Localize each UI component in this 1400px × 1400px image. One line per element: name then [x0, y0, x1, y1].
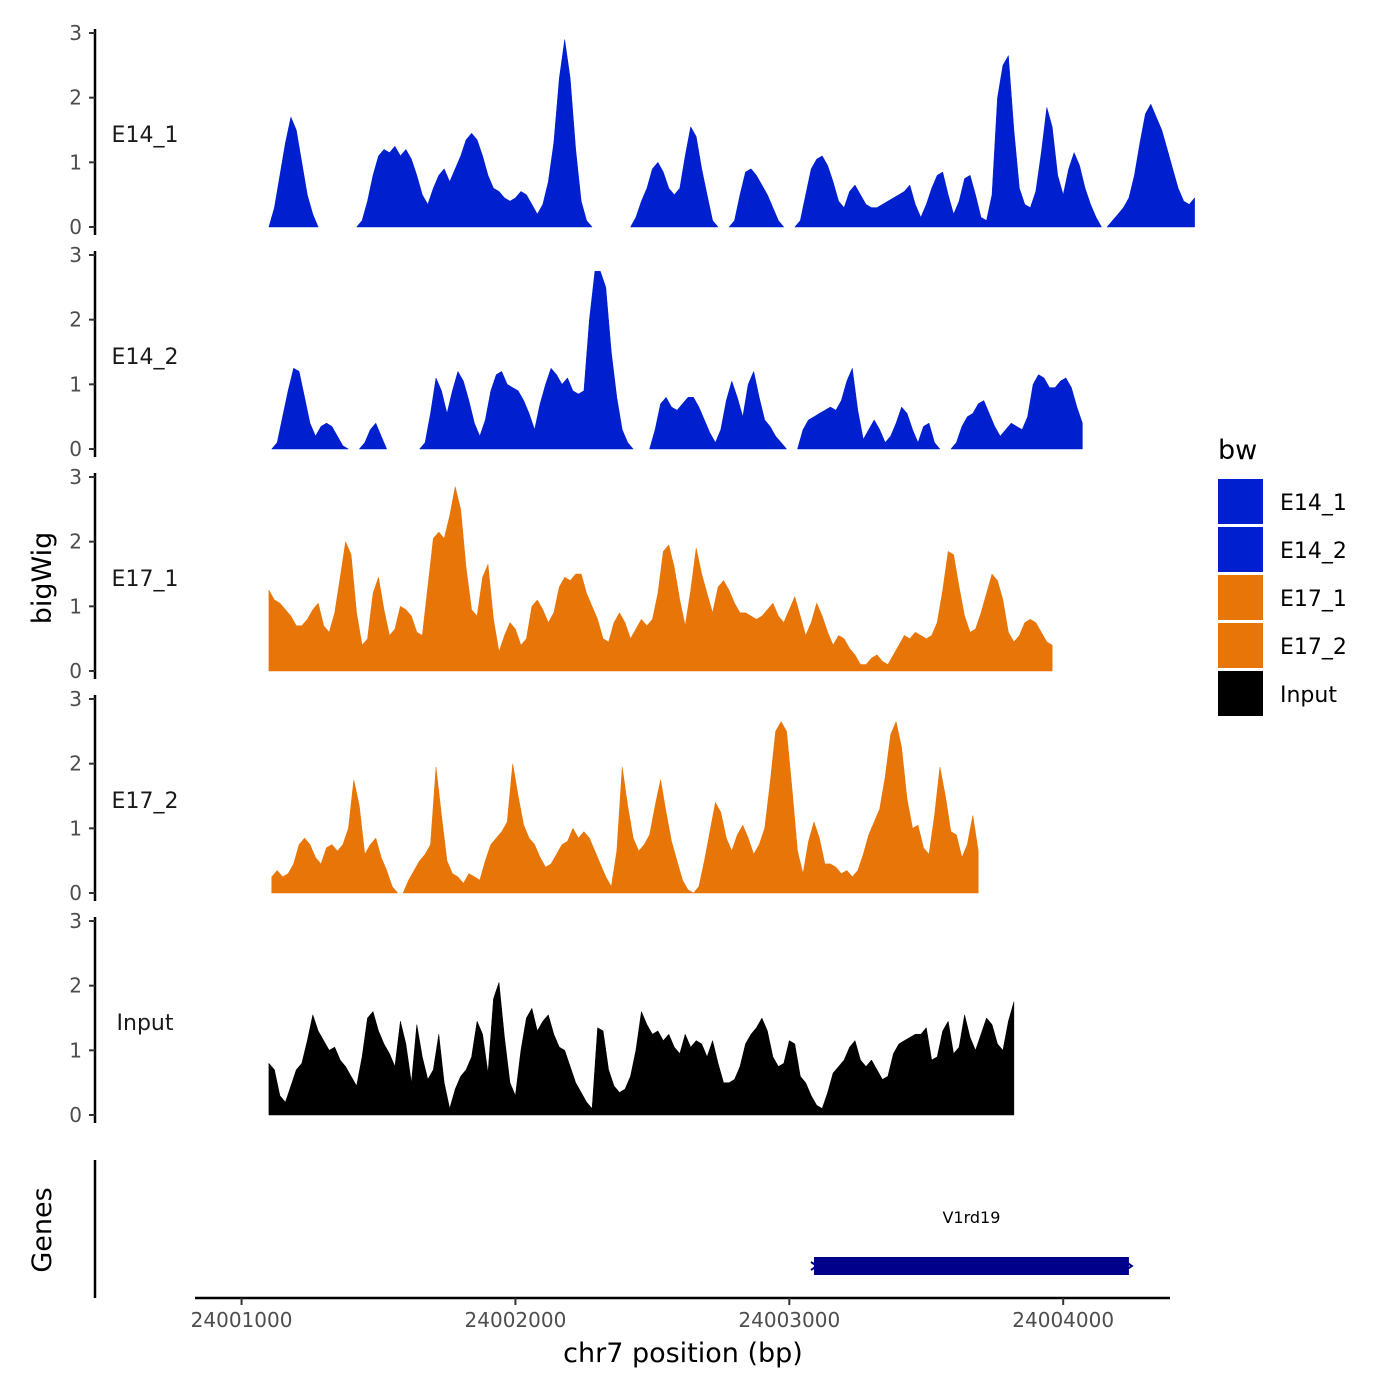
signal-area	[728, 168, 785, 228]
y-tick-label: 2	[69, 752, 82, 776]
x-tick-label: 24003000	[738, 1308, 840, 1332]
y-tick-label: 1	[69, 372, 82, 396]
legend-item-E17_1: E17_1	[1218, 575, 1347, 620]
signal-area	[797, 367, 941, 450]
signal-area	[268, 116, 319, 228]
y-tick-label: 3	[69, 243, 82, 267]
y-tick-label: 0	[69, 881, 82, 905]
x-axis: 24001000 24002000 24003000 24004000	[191, 1296, 1170, 1332]
signal-area	[271, 367, 349, 450]
signal-area	[693, 721, 979, 894]
y-axis-title: bigWig	[27, 532, 58, 625]
strand-arrow	[1125, 1261, 1134, 1271]
y-tick-label: 1	[69, 150, 82, 174]
legend-label: E14_2	[1280, 539, 1347, 564]
y-tick-label: 0	[69, 437, 82, 461]
y-tick-label: 3	[69, 21, 82, 45]
legend-title: bw	[1218, 435, 1257, 466]
y-tick-label: 0	[69, 1103, 82, 1127]
y-tick-label: 3	[69, 909, 82, 933]
x-axis-title: chr7 position (bp)	[563, 1338, 803, 1369]
signal-area	[419, 270, 634, 450]
legend-item-Input: Input	[1218, 671, 1337, 716]
track-E14_1: 0 1 2 3 E14_1	[69, 21, 1195, 239]
signal-area	[794, 55, 1102, 228]
y-tick-label: 1	[69, 1038, 82, 1062]
legend-item-E14_2: E14_2	[1218, 527, 1347, 572]
gene-panel: V1rd19	[93, 1160, 1134, 1298]
legend-item-E17_2: E17_2	[1218, 623, 1347, 668]
track-E17_1: 0 1 2 3 E17_1	[69, 465, 1053, 683]
track-label: Input	[117, 1011, 174, 1036]
legend-label: Input	[1280, 683, 1337, 708]
legend-item-E14_1: E14_1	[1218, 479, 1347, 524]
x-tick-label: 24001000	[191, 1308, 293, 1332]
legend-swatch	[1218, 671, 1263, 716]
legend-swatch	[1218, 623, 1263, 668]
signal-area	[1106, 103, 1195, 228]
track-E14_2: 0 1 2 3 E14_2	[69, 243, 1083, 461]
y-tick-label: 0	[69, 659, 82, 683]
legend-swatch	[1218, 479, 1263, 524]
y-tick-label: 2	[69, 530, 82, 554]
y-tick-label: 1	[69, 594, 82, 618]
gene-body	[813, 1257, 1129, 1275]
signal-area	[268, 486, 1053, 672]
signal-area	[271, 779, 398, 894]
y-tick-label: 2	[69, 308, 82, 332]
y-tick-label: 2	[69, 974, 82, 998]
y-tick-label: 0	[69, 215, 82, 239]
y-tick-label: 3	[69, 687, 82, 711]
signal-area	[630, 126, 719, 228]
x-tick-label: 24004000	[1012, 1308, 1114, 1332]
signal-area	[649, 371, 787, 450]
legend-items: E14_1 E14_2 E17_1 E17_2 Input	[1218, 479, 1347, 716]
legend-swatch	[1218, 527, 1263, 572]
signal-area	[359, 422, 387, 450]
strand-arrow	[810, 1261, 819, 1271]
legend-swatch	[1218, 575, 1263, 620]
y-tick-label: 2	[69, 86, 82, 110]
gene-panel-title: Genes	[27, 1187, 58, 1272]
y-tick-label: 1	[69, 816, 82, 840]
y-tick-label: 3	[69, 465, 82, 489]
gene-V1rd19: V1rd19	[810, 1208, 1134, 1275]
track-label: E17_2	[112, 789, 179, 814]
legend-label: E14_1	[1280, 491, 1347, 516]
legend: bw E14_1 E14_2 E17_1 E17_2 Input	[1218, 435, 1347, 716]
signal-area	[950, 374, 1083, 450]
track-label: E14_2	[112, 345, 179, 370]
signal-tracks: 0 1 2 3 E14_1 0 1 2 3 E14_2 0 1 2 3 E17_1 0 1 2 3 E17_2 0 1 2 3…	[69, 21, 1195, 1127]
track-Input: 0 1 2 3 Input	[69, 909, 1015, 1127]
signal-area	[356, 39, 593, 228]
track-label: E14_1	[112, 123, 179, 148]
track-E17_2: 0 1 2 3 E17_2	[69, 687, 979, 905]
gene-label: V1rd19	[942, 1208, 1000, 1227]
x-tick-label: 24002000	[465, 1308, 567, 1332]
track-label: E17_1	[112, 567, 179, 592]
signal-area	[402, 763, 694, 894]
legend-label: E17_1	[1280, 587, 1347, 612]
legend-label: E17_2	[1280, 635, 1347, 660]
signal-area	[268, 982, 1015, 1116]
